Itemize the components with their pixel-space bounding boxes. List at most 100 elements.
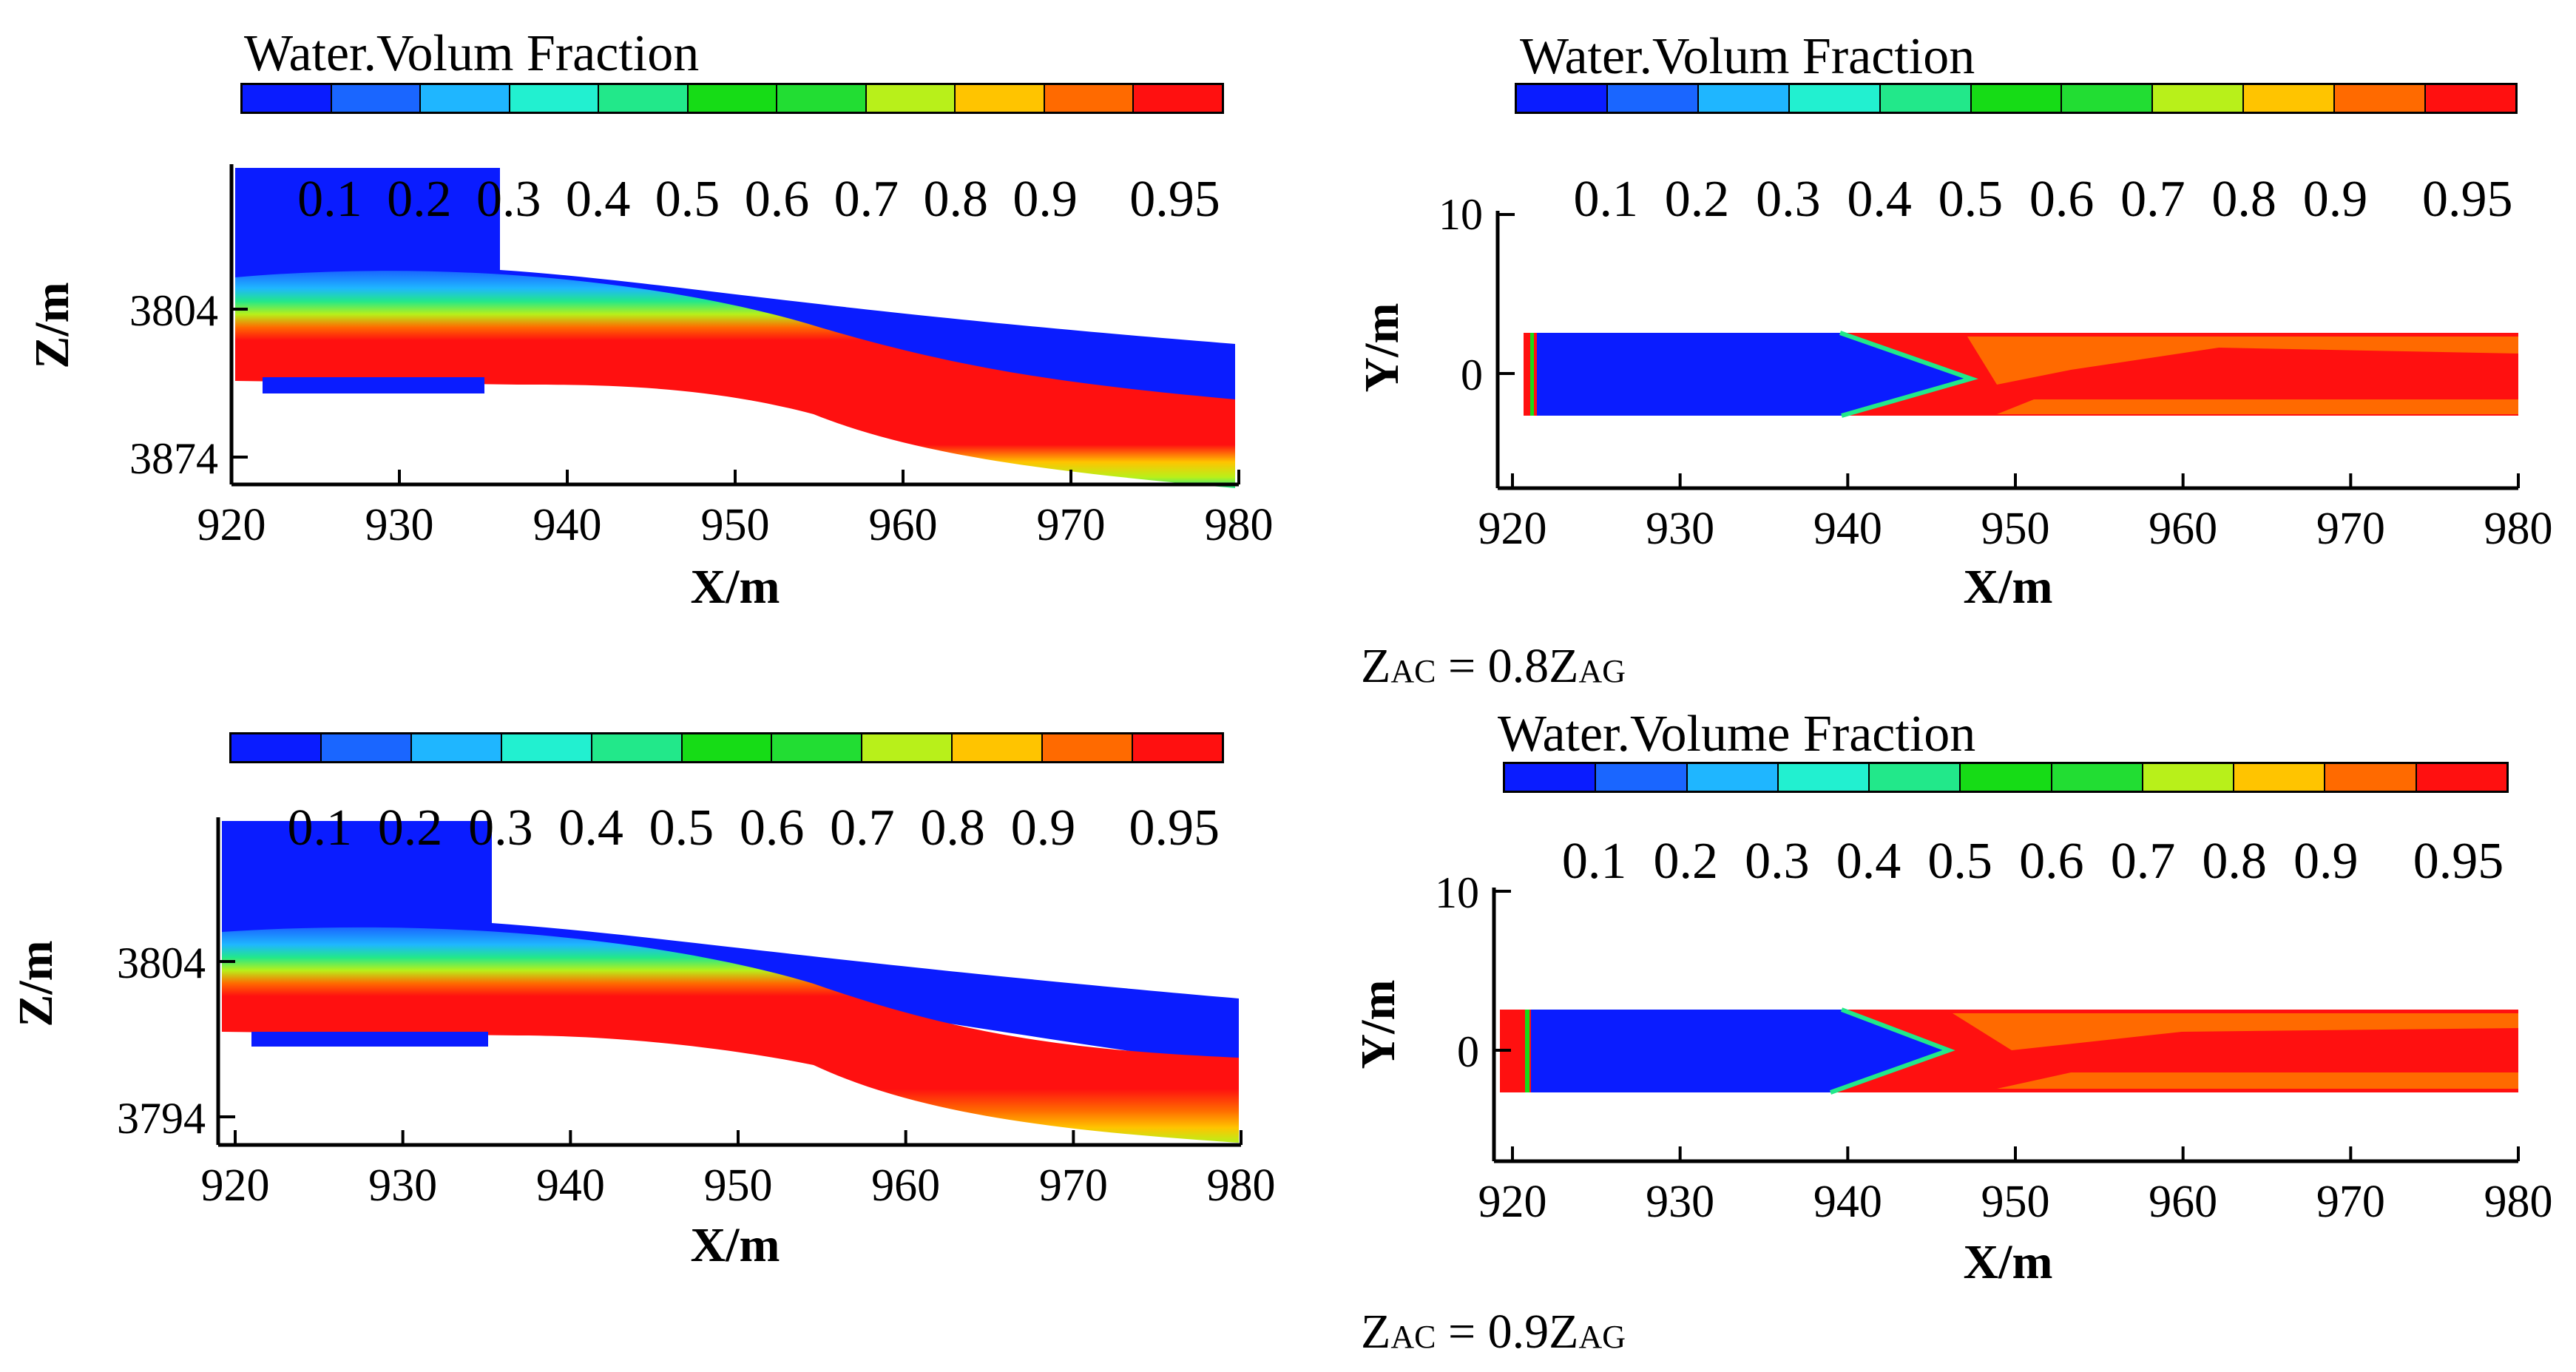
x-tick-label: 980 bbox=[1205, 500, 1274, 550]
colorbar bbox=[240, 83, 1224, 114]
colorbar-tick-label: 0.8 bbox=[2202, 833, 2267, 890]
x-tick-label: 970 bbox=[1037, 500, 1106, 550]
colorbar-swatch bbox=[1043, 734, 1134, 761]
x-tick-label: 980 bbox=[1207, 1160, 1276, 1211]
colorbar-swatch bbox=[2335, 85, 2427, 112]
axes bbox=[216, 817, 1241, 1147]
y-axis-label: Y/m bbox=[1351, 980, 1405, 1069]
colorbar-swatch bbox=[599, 85, 689, 112]
x-tick-label: 970 bbox=[2316, 504, 2385, 554]
x-tick-label: 940 bbox=[533, 500, 602, 550]
colorbar-tick-label: 0.5 bbox=[1938, 171, 2004, 228]
colorbar-title: Water.Volum Fraction bbox=[244, 25, 700, 82]
x-tick-label: 930 bbox=[1646, 1177, 1714, 1227]
colorbar-tick-label: 0.7 bbox=[830, 800, 895, 856]
y-axis-label: Z/m bbox=[25, 282, 79, 368]
colorbar-tick-label: 0.95 bbox=[1129, 800, 1220, 856]
x-axis-upper-left: 920 930 940 950 960 970 980 bbox=[197, 470, 1274, 550]
x-tick-label: 950 bbox=[1981, 1177, 2050, 1227]
colorbar-swatch bbox=[1044, 85, 1135, 112]
colorbar-swatch bbox=[1133, 734, 1222, 761]
colorbar-tick-label: 0.1 bbox=[287, 800, 353, 856]
y-tick-label: 0 bbox=[1461, 351, 1483, 399]
colorbar-tick-label: 0.9 bbox=[2302, 171, 2368, 228]
cavity-edge bbox=[1829, 1007, 1955, 1095]
colorbar-tick-label: 0.2 bbox=[387, 171, 452, 228]
inlet-green bbox=[1530, 333, 1534, 416]
colorbar-swatch bbox=[2244, 85, 2336, 112]
colorbar-tick-label: 0.4 bbox=[558, 800, 623, 856]
colorbar-tick-label: 0.5 bbox=[649, 800, 714, 856]
colorbar-title: Water.Volume Fraction bbox=[1498, 706, 1976, 763]
x-tick-label: 980 bbox=[2484, 1177, 2553, 1227]
x-tick-label: 920 bbox=[1478, 1177, 1547, 1227]
x-tick-label: 970 bbox=[2316, 1177, 2385, 1227]
colorbar-swatch bbox=[1134, 85, 1223, 112]
colorbar-swatch bbox=[2426, 85, 2515, 112]
x-tick-label: 920 bbox=[197, 500, 266, 550]
y-tick-label: 10 bbox=[1435, 868, 1479, 917]
colorbar-tick-label: 0.1 bbox=[1561, 833, 1627, 890]
colorbar-tick-label: 0.3 bbox=[468, 800, 533, 856]
colorbar-tick-label: 0.8 bbox=[920, 800, 985, 856]
axes bbox=[1492, 888, 2518, 1163]
colorbar-tick-label: 0.1 bbox=[297, 171, 362, 228]
colorbar-swatch bbox=[501, 734, 592, 761]
colorbar-swatch bbox=[772, 734, 863, 761]
colorbar-swatch bbox=[2325, 764, 2417, 791]
colorbar-tick-label: 0.95 bbox=[2413, 833, 2504, 890]
x-tick-label: 950 bbox=[701, 500, 770, 550]
colorbar-tick-label: 0.4 bbox=[1836, 833, 1901, 890]
colorbar-tick-label: 0.3 bbox=[1745, 833, 1810, 890]
colorbar-swatch bbox=[1596, 764, 1688, 791]
colorbar-tick-label: 0.95 bbox=[2421, 171, 2513, 228]
colorbar-tick-label: 0.8 bbox=[2211, 171, 2276, 228]
colorbar-swatch bbox=[1687, 764, 1779, 791]
colorbar bbox=[1503, 762, 2509, 793]
x-axis-label: X/m bbox=[1964, 1235, 2053, 1289]
x-tick-label: 940 bbox=[1813, 504, 1882, 554]
colorbar-tick-label: 0.4 bbox=[565, 171, 631, 228]
y-tick-label: 3874 bbox=[129, 434, 218, 483]
colorbar-tick-label: 0.3 bbox=[1756, 171, 1821, 228]
x-axis-lower-right: 920 930 940 950 960 970 980 bbox=[1478, 1146, 2553, 1227]
colorbar-swatch bbox=[231, 734, 322, 761]
x-tick-label: 950 bbox=[704, 1160, 773, 1211]
colorbar-tick-label: 0.9 bbox=[2293, 833, 2359, 890]
colorbar-tick-label: 0.2 bbox=[1664, 171, 1730, 228]
colorbar-swatch bbox=[411, 734, 502, 761]
x-tick-label: 930 bbox=[365, 500, 434, 550]
colorbar-tick-label: 0.6 bbox=[2019, 833, 2084, 890]
colorbar-tick-label: 0.5 bbox=[655, 171, 720, 228]
x-tick-label: 960 bbox=[871, 1160, 940, 1211]
x-tick-label: 960 bbox=[2149, 504, 2217, 554]
colorbar-swatch bbox=[2234, 764, 2326, 791]
x-tick-label: 930 bbox=[1646, 504, 1714, 554]
colorbar-swatch bbox=[2153, 85, 2245, 112]
colorbar-swatch bbox=[2416, 764, 2506, 791]
colorbar-tick-label: 0.6 bbox=[2029, 171, 2095, 228]
colorbar-swatch bbox=[421, 85, 510, 112]
y-tick-label: 3794 bbox=[117, 1094, 206, 1143]
colorbar-swatch bbox=[1961, 764, 2052, 791]
colorbar-swatch bbox=[1870, 764, 1961, 791]
y-axis-label: Z/m bbox=[9, 940, 63, 1027]
colorbar-swatch bbox=[956, 85, 1045, 112]
colorbar-tick-label: 0.6 bbox=[744, 171, 810, 228]
orange-streaks bbox=[1953, 1013, 2518, 1089]
colorbar-tick-label: 0.1 bbox=[1573, 171, 1639, 228]
x-axis-upper-right: 920 930 940 950 960 970 980 bbox=[1478, 473, 2553, 554]
colorbar-tick-label: 0.2 bbox=[377, 800, 443, 856]
colorbar-swatch bbox=[510, 85, 600, 112]
caption-upper: ZAC = 0.8ZAG bbox=[1361, 639, 1626, 693]
lower-film bbox=[251, 1032, 488, 1047]
water-jet bbox=[235, 271, 1235, 488]
inlet-green bbox=[1525, 1010, 1529, 1092]
colorbar-swatch bbox=[1505, 764, 1597, 791]
colorbar-swatch bbox=[321, 734, 412, 761]
colorbar-tick-label: 0.4 bbox=[1847, 171, 1912, 228]
colorbar-swatch bbox=[1789, 85, 1881, 112]
